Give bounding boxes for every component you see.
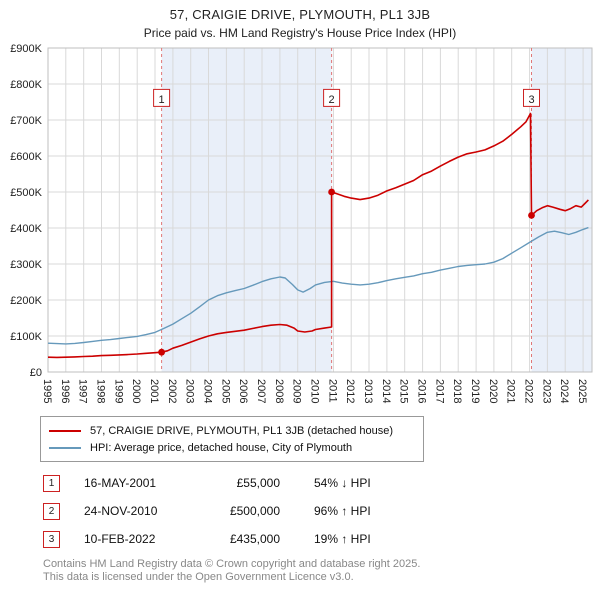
sale-label-number: 1 [159, 94, 165, 106]
legend-item-hpi-label: HPI: Average price, detached house, City… [90, 441, 353, 454]
sale-hpi-delta: 96% ↑ HPI [314, 504, 371, 518]
sale-hpi-delta: 54% ↓ HPI [314, 476, 371, 490]
x-tick-label: 2000 [130, 379, 142, 403]
sale-marker-dot [328, 188, 335, 196]
sale-row-1: 1 16-MAY-2001 £55,000 54% ↓ HPI [43, 474, 600, 492]
sale-hpi-delta: 19% ↑ HPI [314, 532, 371, 546]
x-tick-label: 2008 [273, 379, 285, 403]
x-tick-label: 2019 [469, 379, 481, 403]
x-tick-label: 1998 [95, 379, 107, 403]
sales-table: 1 16-MAY-2001 £55,000 54% ↓ HPI 2 24-NOV… [43, 474, 600, 548]
y-tick-label: £700K [10, 115, 42, 127]
legend-item-hpi: HPI: Average price, detached house, City… [49, 439, 415, 456]
x-tick-label: 2004 [202, 379, 214, 403]
price-history-chart: 1995 1996 1997 1998 1999 2000 2001 2002 2003 2004… [10, 43, 593, 403]
sale-number-badge: 1 [43, 474, 60, 492]
sale-marker-dot [158, 348, 166, 356]
sale-label-box [323, 88, 341, 107]
license-footer: Contains HM Land Registry data © Crown c… [43, 558, 600, 584]
plot-border [47, 47, 593, 373]
x-tick-label: 2020 [487, 379, 499, 403]
x-tick-label: 2001 [148, 379, 160, 403]
x-tick-label: 2017 [433, 379, 445, 403]
y-tick-label: £300K [10, 259, 42, 271]
x-tick-label: 2005 [219, 379, 231, 403]
footer-line-2: This data is licensed under the Open Gov… [43, 571, 354, 584]
ownership-band [161, 48, 332, 372]
hpi-line-swatch [49, 446, 81, 449]
hpi-line [47, 226, 589, 345]
y-tick-label: £200K [10, 295, 42, 307]
sale-row-2: 2 24-NOV-2010 £500,000 96% ↑ HPI [43, 502, 600, 520]
page-title: 57, CRAIGIE DRIVE, PLYMOUTH, PL1 3JB [169, 7, 431, 22]
y-tick-label: £400K [10, 223, 42, 235]
sale-label-box [523, 88, 540, 107]
x-tick-label: 2018 [451, 379, 463, 403]
x-tick-label: 2015 [398, 379, 410, 403]
sale-price: £500,000 [229, 504, 280, 518]
x-tick-label: 2007 [255, 379, 267, 403]
x-tick-label: 1999 [112, 379, 124, 403]
y-tick-label: £900K [10, 43, 42, 55]
x-tick-label: 1996 [59, 379, 71, 403]
page-subtitle: Price paid vs. HM Land Registry's House … [143, 26, 457, 40]
x-tick-label: 2003 [184, 379, 196, 403]
x-tick-label: 2016 [416, 379, 428, 403]
sale-price: £55,000 [236, 476, 280, 490]
y-tick-label: £800K [10, 79, 42, 91]
y-tick-label: £100K [10, 331, 42, 343]
sale-row-3: 3 10-FEB-2022 £435,000 19% ↑ HPI [43, 530, 600, 548]
x-tick-label: 2014 [380, 379, 392, 403]
x-tick-label: 2025 [576, 379, 588, 403]
x-tick-label: 2021 [505, 379, 517, 403]
y-tick-label: £0 [30, 367, 42, 379]
sale-number-badge: 2 [43, 502, 60, 520]
x-tick-label: 2010 [309, 379, 321, 403]
legend-item-property-label: 57, CRAIGIE DRIVE, PLYMOUTH, PL1 3JB (de… [90, 424, 394, 437]
x-tick-label: 1997 [77, 379, 89, 403]
x-tick-label: 2022 [523, 379, 535, 403]
sale-price: £435,000 [229, 532, 280, 546]
sale-number-badge: 3 [43, 530, 60, 548]
sale-date: 24-NOV-2010 [84, 504, 158, 518]
x-tick-label: 2013 [362, 379, 374, 403]
sale-label-number: 3 [528, 94, 534, 106]
legend-item-property: 57, CRAIGIE DRIVE, PLYMOUTH, PL1 3JB (de… [49, 422, 415, 439]
sale-label-box [153, 88, 171, 107]
sale-label-number: 2 [329, 94, 335, 106]
x-tick-label: 2006 [237, 379, 249, 403]
x-tick-label: 2011 [326, 379, 338, 403]
y-tick-label: £500K [10, 187, 42, 199]
property-line-swatch [49, 429, 81, 432]
sale-marker-dot [528, 212, 535, 219]
x-tick-label: 2023 [540, 379, 552, 403]
footer-line-1: Contains HM Land Registry data © Crown c… [43, 558, 421, 570]
x-tick-label: 2009 [291, 379, 303, 403]
x-tick-label: 2002 [166, 379, 178, 403]
y-tick-label: £600K [10, 151, 42, 163]
x-tick-label: 2024 [558, 379, 570, 403]
chart-legend: 57, CRAIGIE DRIVE, PLYMOUTH, PL1 3JB (de… [40, 416, 424, 462]
x-tick-label: 2012 [344, 379, 356, 403]
sale-date: 16-MAY-2001 [84, 476, 157, 490]
sale-date: 10-FEB-2022 [84, 532, 156, 546]
x-tick-label: 1995 [41, 379, 53, 403]
